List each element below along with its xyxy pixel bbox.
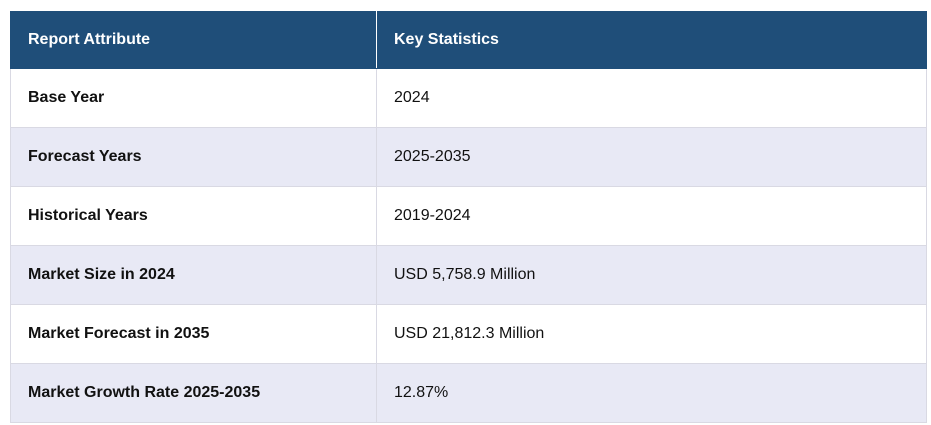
row-value: 12.87% <box>376 363 927 423</box>
table-row: Base Year 2024 <box>10 68 927 128</box>
row-value: USD 5,758.9 Million <box>376 245 927 305</box>
table-row: Market Growth Rate 2025-2035 12.87% <box>10 363 927 423</box>
row-value: 2024 <box>376 68 927 128</box>
header-key-statistics: Key Statistics <box>376 11 927 69</box>
table-row: Market Size in 2024 USD 5,758.9 Million <box>10 245 927 305</box>
table-row: Forecast Years 2025-2035 <box>10 127 927 187</box>
header-report-attribute: Report Attribute <box>10 11 377 69</box>
report-statistics-table: Report Attribute Key Statistics Base Yea… <box>10 11 927 423</box>
row-value: USD 21,812.3 Million <box>376 304 927 364</box>
table-row: Market Forecast in 2035 USD 21,812.3 Mil… <box>10 304 927 364</box>
table-row: Historical Years 2019-2024 <box>10 186 927 246</box>
row-attribute: Base Year <box>10 68 377 128</box>
row-attribute: Market Forecast in 2035 <box>10 304 377 364</box>
row-attribute: Historical Years <box>10 186 377 246</box>
report-table-container: Report Attribute Key Statistics Base Yea… <box>10 11 927 423</box>
table-header-row: Report Attribute Key Statistics <box>10 11 927 69</box>
row-attribute: Market Size in 2024 <box>10 245 377 305</box>
row-value: 2025-2035 <box>376 127 927 187</box>
row-attribute: Market Growth Rate 2025-2035 <box>10 363 377 423</box>
row-attribute: Forecast Years <box>10 127 377 187</box>
row-value: 2019-2024 <box>376 186 927 246</box>
